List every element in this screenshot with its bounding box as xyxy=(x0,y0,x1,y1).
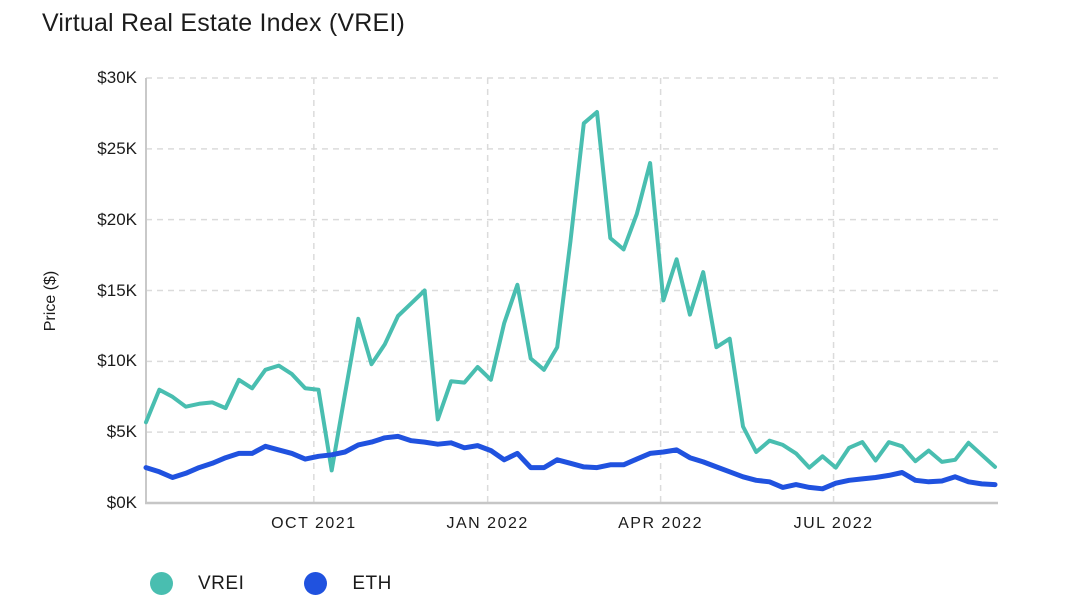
x-tick-label: APR 2022 xyxy=(618,515,704,532)
legend-item-eth: ETH xyxy=(304,572,392,595)
legend-label: ETH xyxy=(352,572,392,594)
legend-dot-vrei xyxy=(150,572,173,595)
x-tick-label: JAN 2022 xyxy=(446,515,529,532)
y-tick-label: $20K xyxy=(97,209,137,229)
y-axis-title: Price ($) xyxy=(42,270,59,332)
y-tick-label: $25K xyxy=(97,138,137,158)
y-tick-label: $10K xyxy=(97,351,137,371)
legend-label: VREI xyxy=(198,572,245,594)
vrei-line xyxy=(144,110,997,473)
legend-dot-eth xyxy=(304,572,328,595)
x-tick-label: JUL 2022 xyxy=(793,515,874,532)
y-tick-label: $0K xyxy=(106,493,137,512)
y-tick-label: $5K xyxy=(106,422,137,442)
y-tick-label: $15K xyxy=(97,280,137,300)
y-tick-label: $30K xyxy=(97,68,137,87)
page-title: Virtual Real Estate Index (VREI) xyxy=(42,9,406,37)
chart-legend: VREI ETH xyxy=(150,572,392,595)
legend-item-vrei: VREI xyxy=(150,572,244,595)
x-tick-label: OCT 2021 xyxy=(271,515,357,532)
eth-line xyxy=(143,433,998,492)
